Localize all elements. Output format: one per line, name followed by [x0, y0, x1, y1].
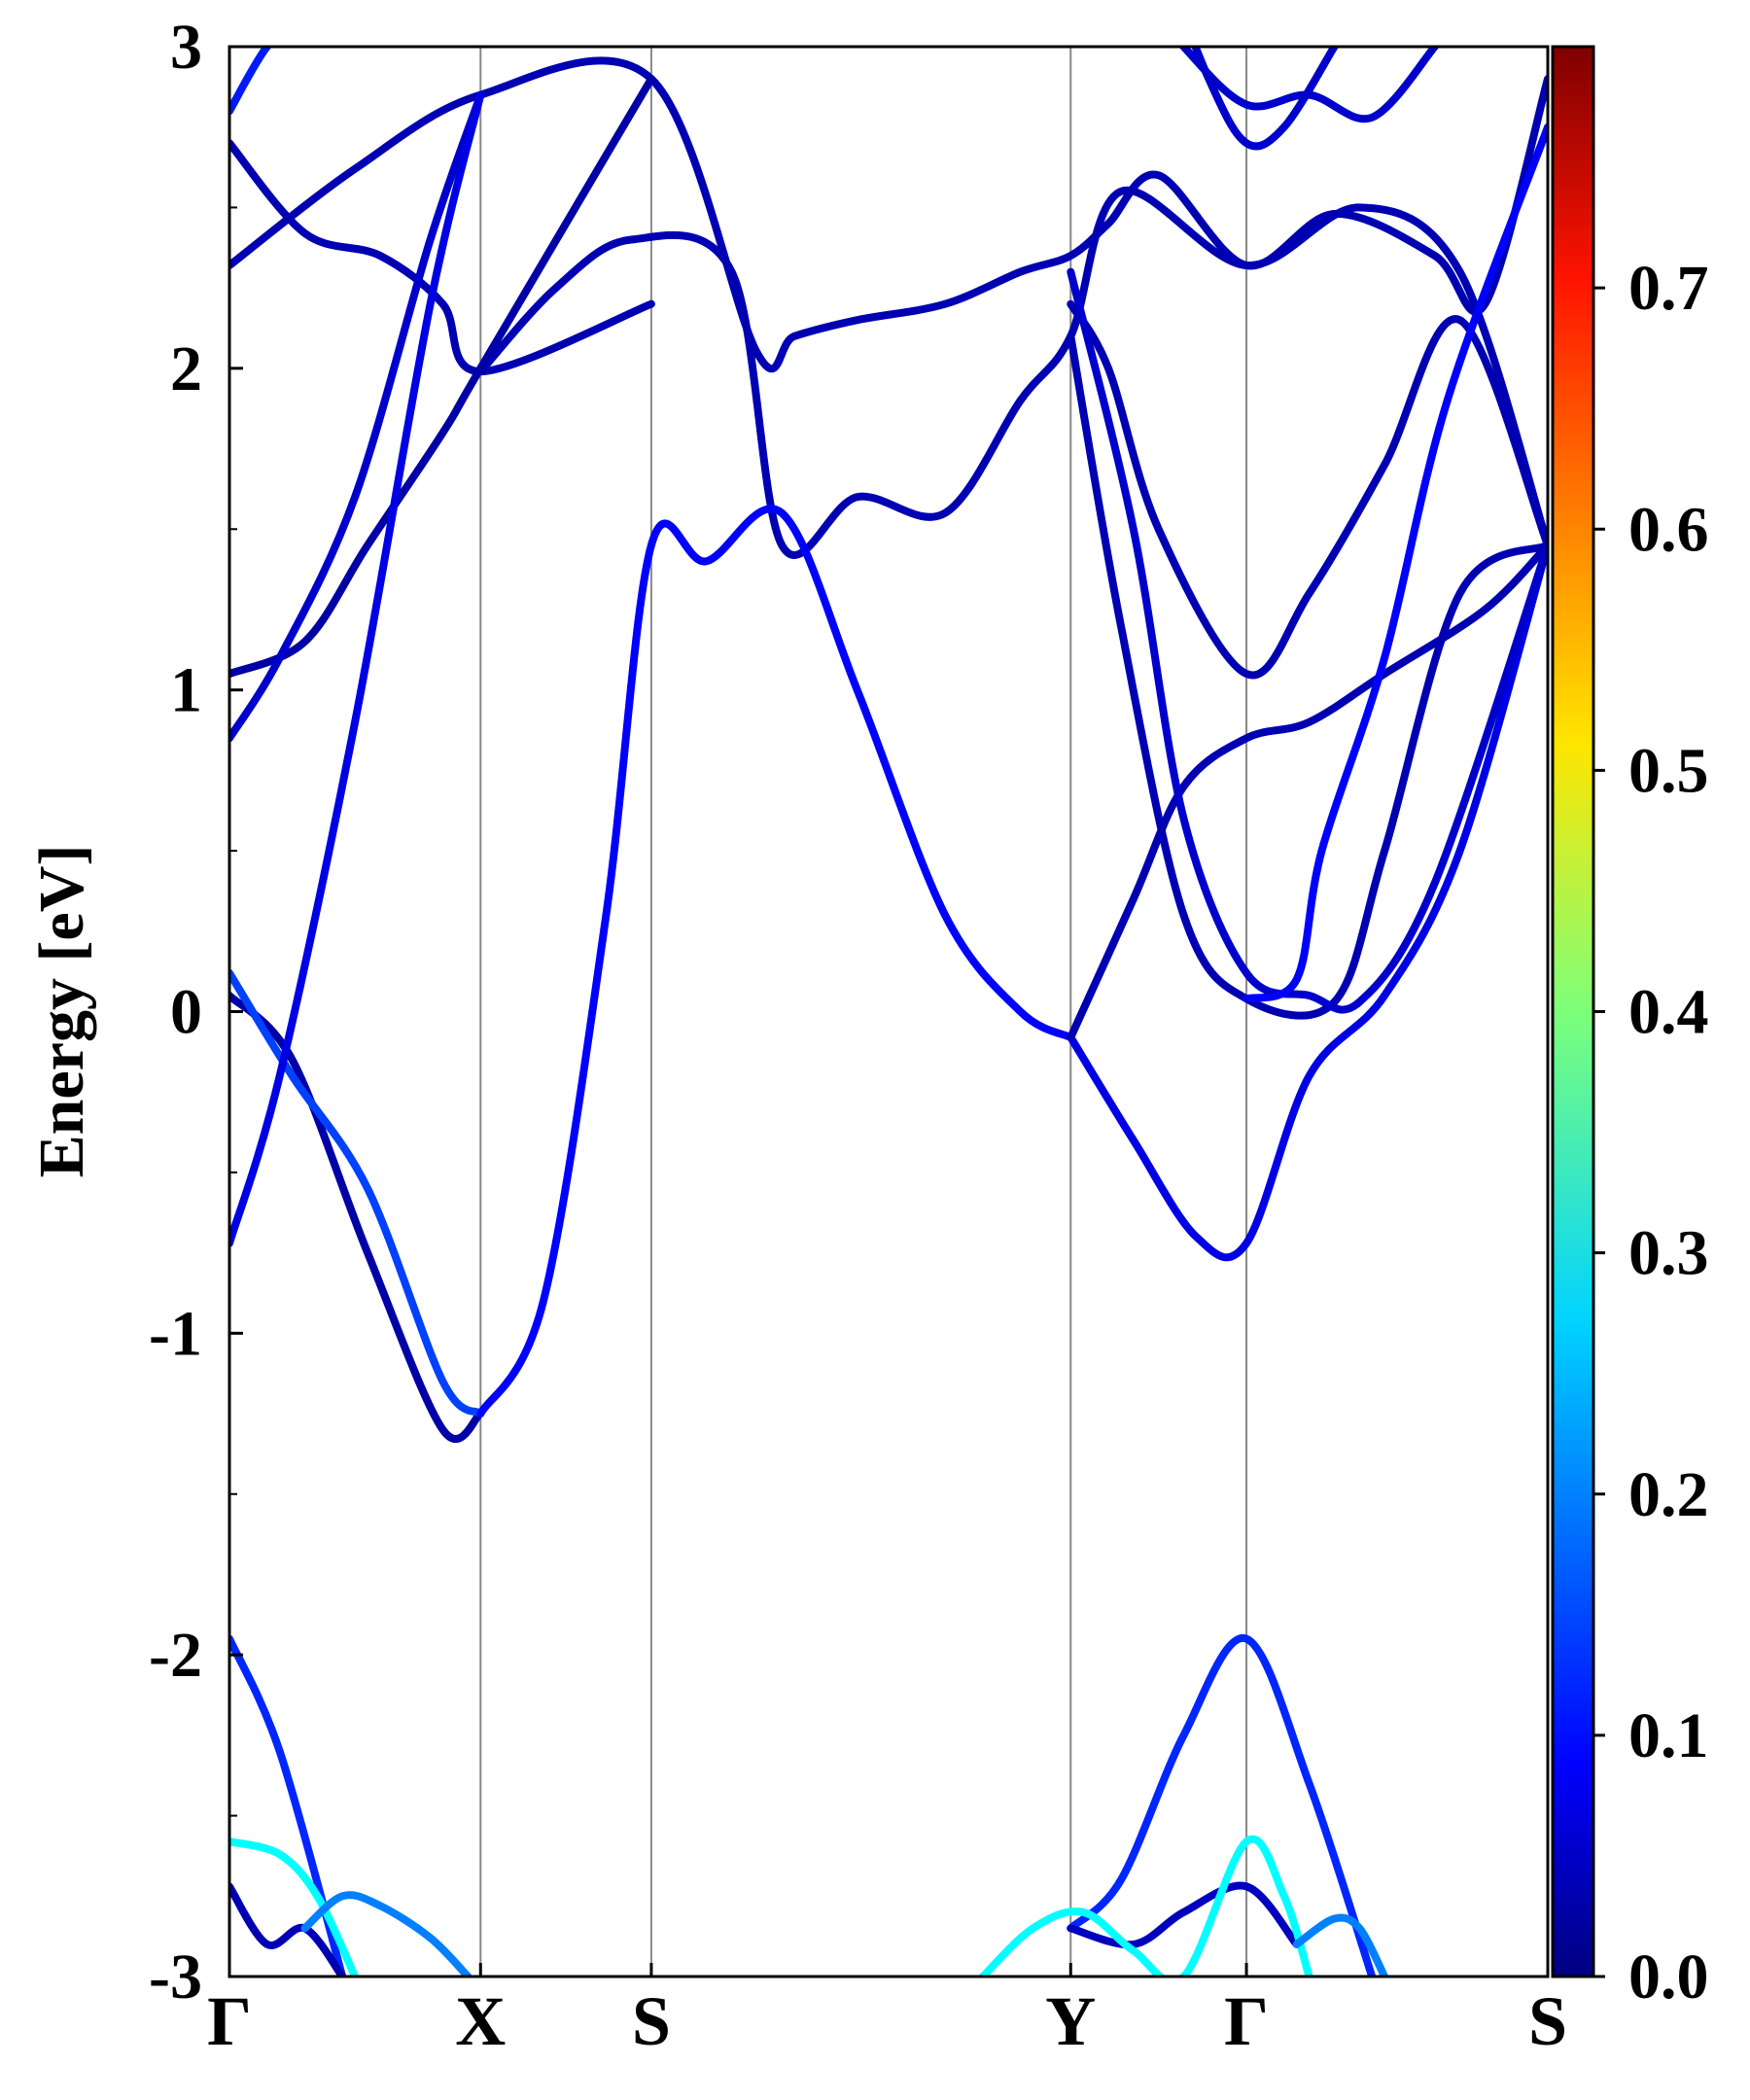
- band-line: [229, 139, 655, 376]
- band-line: [476, 505, 1075, 1418]
- y-tick-label: 1: [170, 655, 202, 726]
- y-axis-label: Energy [eV]: [26, 845, 97, 1178]
- band-line: [1178, 47, 1439, 123]
- colorbar-tick-label: 0.6: [1628, 494, 1709, 565]
- band-line: [476, 186, 1548, 559]
- band-line: [1292, 1913, 1389, 1977]
- x-tick-label: X: [455, 1982, 506, 2060]
- colorbar-tick-label: 0.7: [1628, 253, 1709, 324]
- x-tick-label: Γ: [1224, 1982, 1269, 2060]
- band-line: [229, 90, 485, 1247]
- x-tick-label: S: [1528, 1982, 1567, 2060]
- band-line: [229, 1634, 347, 1977]
- y-tick-label: -3: [149, 1942, 202, 2012]
- band-line: [1191, 47, 1339, 151]
- y-tick-label: 3: [170, 12, 202, 83]
- y-tick-label: 2: [170, 333, 202, 404]
- kpoint-lines: [479, 47, 1248, 1977]
- band-line: [1067, 541, 1548, 1262]
- plot-frame: [228, 45, 1550, 1978]
- band-line: [229, 992, 485, 1443]
- y-tick-label: -1: [149, 1298, 202, 1369]
- colorbar: [1551, 45, 1595, 1978]
- band-line: [229, 56, 1548, 373]
- band-line: [1067, 1634, 1377, 1977]
- colorbar-ticks: 0.0 0.1 0.2 0.3 0.4 0.5 0.6 0.7: [1593, 253, 1709, 2012]
- band-line: [1067, 299, 1548, 680]
- band-line: [300, 1891, 472, 1977]
- band-line: [229, 1838, 360, 1977]
- band-line: [229, 47, 273, 116]
- band-line: [1067, 1881, 1301, 1949]
- colorbar-tick-label: 0.3: [1628, 1218, 1709, 1289]
- y-tick-label: -2: [149, 1620, 202, 1691]
- band-line: [1067, 267, 1548, 1014]
- colorbar-tick-label: 0.1: [1628, 1700, 1709, 1771]
- colorbar-tick-label: 0.5: [1628, 735, 1709, 806]
- x-tick-label: Y: [1045, 1982, 1096, 2060]
- band-line: [229, 75, 655, 679]
- band-line: [229, 90, 485, 743]
- band-line: [1067, 541, 1548, 1041]
- x-tick-label: Γ: [207, 1982, 252, 2060]
- band-line: [1067, 332, 1548, 1020]
- band-line: [1242, 122, 1548, 1003]
- colorbar-tick-label: 0.0: [1628, 1942, 1709, 2012]
- y-tick-label: 0: [170, 977, 202, 1048]
- band-line: [229, 968, 485, 1418]
- x-tick-label: S: [632, 1982, 671, 2060]
- colorbar-tick-label: 0.2: [1628, 1459, 1709, 1530]
- band-line: [978, 1835, 1313, 1977]
- y-ticks: -3 -2 -1 0 1 2 3: [149, 12, 243, 2012]
- bands-group: [229, 47, 1548, 1977]
- colorbar-tick-label: 0.4: [1628, 977, 1709, 1048]
- band-line: [229, 1882, 347, 1977]
